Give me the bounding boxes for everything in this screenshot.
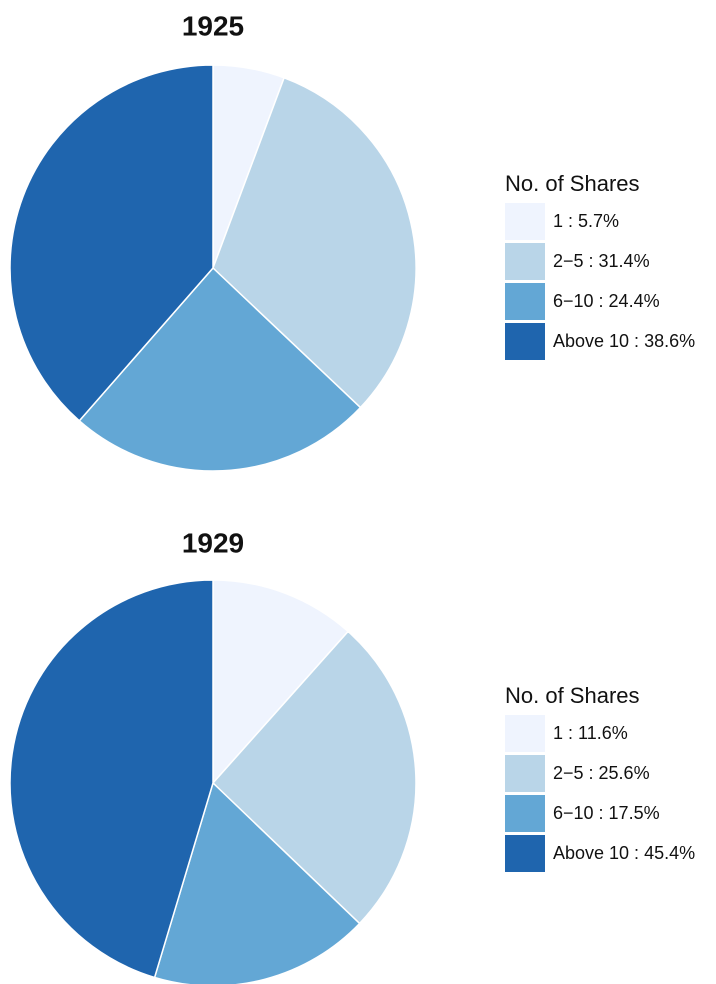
pie-slice (9, 64, 214, 422)
legend-label: Above 10 : 45.4% (553, 843, 695, 863)
pie-slice (9, 579, 214, 979)
legend-swatch (505, 835, 545, 872)
chart-title: 1925 (182, 10, 244, 41)
pie-slice (212, 579, 350, 785)
pie-slice (211, 630, 417, 925)
legend-swatch (505, 795, 545, 832)
legend-swatch (505, 323, 545, 360)
pie-slice (212, 76, 417, 409)
legend-swatch (505, 243, 545, 280)
legend-swatch (505, 755, 545, 792)
legend-swatch (505, 283, 545, 320)
legend-label: 2−5 : 25.6% (553, 763, 650, 783)
legend-label: 1 : 11.6% (553, 723, 628, 743)
legend-label: Above 10 : 38.6% (553, 331, 695, 351)
pie-slice (153, 781, 361, 984)
legend-label: 1 : 5.7% (553, 211, 619, 231)
legend-label: 2−5 : 31.4% (553, 251, 650, 271)
legend-title: No. of Shares (505, 683, 640, 708)
legend-swatch (505, 715, 545, 752)
pie-slice (78, 266, 362, 472)
chart-title: 1929 (182, 527, 244, 558)
legend-label: 6−10 : 17.5% (553, 803, 660, 823)
legend-label: 6−10 : 24.4% (553, 291, 660, 311)
legend-swatch (505, 203, 545, 240)
legend-title: No. of Shares (505, 171, 640, 196)
